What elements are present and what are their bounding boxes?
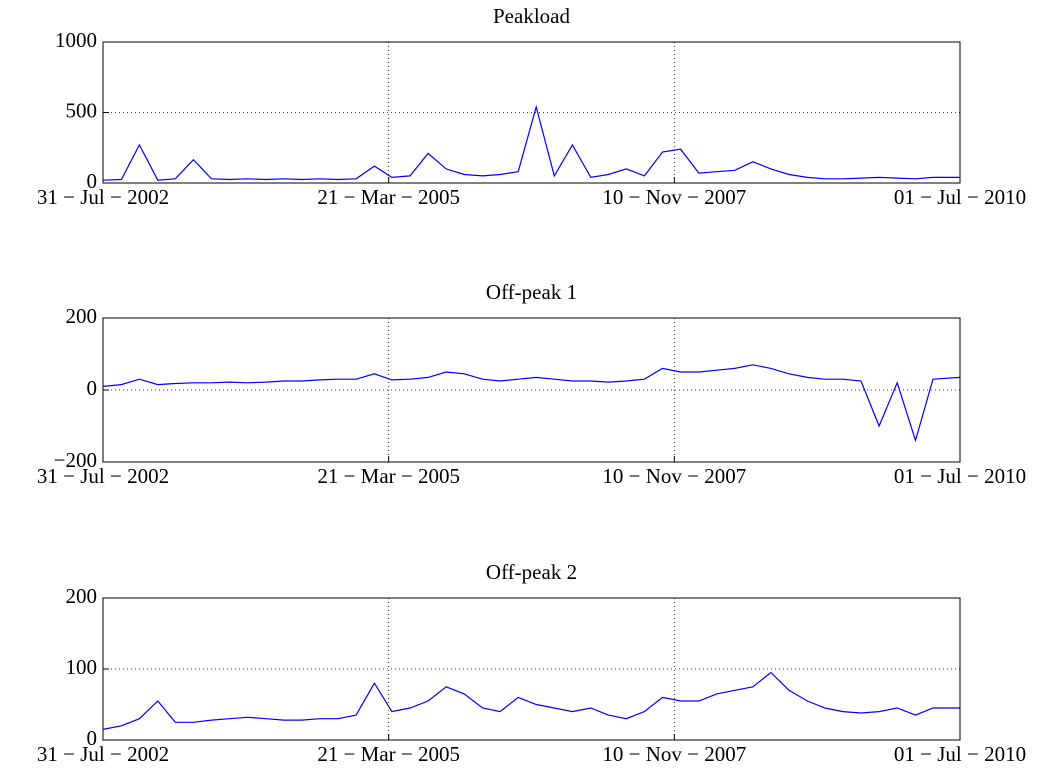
y-tick-label: 500 xyxy=(66,98,98,122)
chart-title: Off-peak 2 xyxy=(486,560,577,584)
x-tick-label: 01 − Jul − 2010 xyxy=(894,185,1026,209)
y-tick-label: 200 xyxy=(66,584,98,608)
y-tick-label: −200 xyxy=(54,448,97,472)
x-tick-label: 10 − Nov − 2007 xyxy=(602,464,746,488)
data-line xyxy=(102,104,960,181)
x-tick-label: 31 − Jul − 2002 xyxy=(37,185,169,209)
y-tick-label: 200 xyxy=(66,304,98,328)
x-tick-label: 21 − Mar − 2005 xyxy=(317,185,460,209)
plot-frame xyxy=(102,41,961,184)
y-tick-label: 0 xyxy=(87,376,98,400)
data-line xyxy=(102,364,961,443)
y-tick-label: 100 xyxy=(66,655,98,679)
y-tick-label: 0 xyxy=(87,726,98,750)
chart-title: Peakload xyxy=(493,4,570,28)
x-tick-label: 21 − Mar − 2005 xyxy=(317,742,460,766)
x-tick-label: 31 − Jul − 2002 xyxy=(37,464,169,488)
x-tick-label: 01 − Jul − 2010 xyxy=(894,742,1026,766)
data-line xyxy=(102,671,960,730)
y-tick-label: 1000 xyxy=(55,28,97,52)
x-tick-label: 10 − Nov − 2007 xyxy=(602,742,746,766)
x-tick-label: 31 − Jul − 2002 xyxy=(37,742,169,766)
y-tick-label: 0 xyxy=(87,169,98,193)
chart-title: Off-peak 1 xyxy=(486,280,577,304)
x-tick-label: 21 − Mar − 2005 xyxy=(317,464,460,488)
plot-frame xyxy=(102,597,961,741)
plot-frame xyxy=(102,317,961,463)
x-tick-label: 01 − Jul − 2010 xyxy=(894,464,1026,488)
x-tick-label: 10 − Nov − 2007 xyxy=(602,185,746,209)
